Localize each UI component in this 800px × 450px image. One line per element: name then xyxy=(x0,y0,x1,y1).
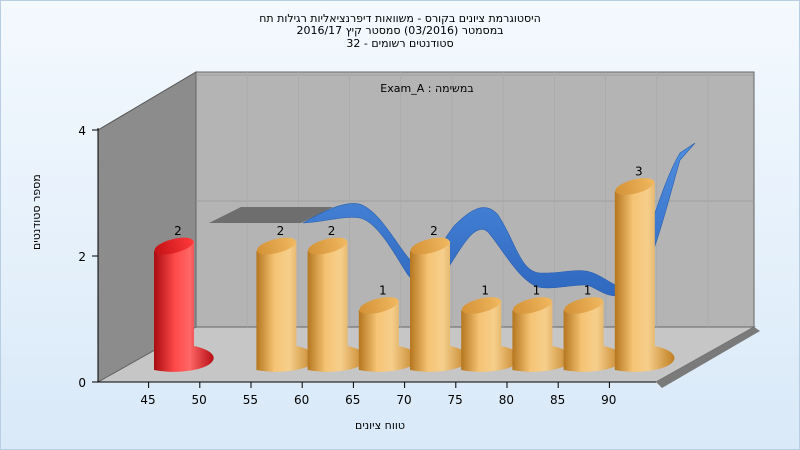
bar-value-label: 2 xyxy=(430,224,438,238)
bar-body xyxy=(358,300,419,372)
bar-cap xyxy=(256,237,296,255)
bar xyxy=(461,297,521,372)
bar-cap xyxy=(410,237,450,255)
bar-body xyxy=(614,181,675,372)
bar-body xyxy=(154,241,214,372)
bar xyxy=(358,297,419,372)
x-tick-label: 70 xyxy=(396,393,411,407)
bar-body xyxy=(461,300,521,372)
chart-subtitle-enrolled: סטודנטים רשומים - 32 xyxy=(346,37,454,50)
x-tick-label: 75 xyxy=(448,393,463,407)
y-tick-label: 4 xyxy=(78,124,86,138)
bar-value-label: 2 xyxy=(277,224,285,238)
bar-body xyxy=(410,241,470,372)
x-tick-label: 55 xyxy=(243,393,258,407)
y-axis-ticks: 0 2 4 xyxy=(78,124,98,390)
bar-cap xyxy=(461,297,501,314)
bar-cap xyxy=(564,297,604,314)
x-tick-label: 65 xyxy=(345,393,360,407)
bar xyxy=(563,297,624,372)
bar-body xyxy=(563,300,624,372)
x-tick-label: 85 xyxy=(550,393,565,407)
data-labels: 2 2 2 1 2 1 1 1 3 xyxy=(174,165,642,298)
bar-body xyxy=(256,241,317,372)
bar-body xyxy=(512,300,573,372)
x-tick-label: 45 xyxy=(140,393,155,407)
x-tick-label: 80 xyxy=(499,393,514,407)
bar-cap xyxy=(359,297,399,314)
bar-value-label: 1 xyxy=(379,284,387,298)
bar-value-label: 3 xyxy=(635,165,643,179)
bar xyxy=(410,237,470,372)
bar-value-label: 2 xyxy=(328,224,336,238)
bar-body xyxy=(307,241,368,372)
bar-value-label: 1 xyxy=(533,284,541,298)
trend-ribbon-flat xyxy=(209,207,333,223)
bar-cap xyxy=(512,297,552,314)
chart-right-shadow xyxy=(656,327,760,388)
y-tick-label: 0 xyxy=(78,376,86,390)
bar-cap xyxy=(154,237,194,255)
x-axis-ticks: 45 50 55 60 65 70 75 80 85 90 xyxy=(140,382,616,407)
y-tick-label: 2 xyxy=(78,250,86,264)
bars xyxy=(154,178,675,372)
y-axis-label: מספר סטודנטים xyxy=(30,174,43,250)
chart-title: היסטוגרמת ציונים בקורס - משוואות דיפרנצי… xyxy=(259,12,541,25)
bar xyxy=(307,237,368,372)
bar-cap xyxy=(615,178,655,195)
x-axis-label: טווח ציונים xyxy=(355,419,405,432)
chart-subtitle-semester: במסמטר (03/2016) סמסטר קיץ 2016/17 xyxy=(296,24,504,37)
bar xyxy=(512,297,573,372)
bar-highlighted xyxy=(154,237,214,372)
x-tick-label: 50 xyxy=(192,393,207,407)
bar-cap xyxy=(308,237,348,255)
bar-value-label: 2 xyxy=(174,224,182,238)
bar xyxy=(614,178,675,372)
exam-annotation: Exam_A : במשימה xyxy=(380,82,473,95)
bar xyxy=(256,237,317,372)
bar-value-label: 1 xyxy=(481,284,489,298)
x-tick-label: 60 xyxy=(294,393,309,407)
x-tick-label: 90 xyxy=(601,393,616,407)
bar-value-label: 1 xyxy=(584,284,592,298)
